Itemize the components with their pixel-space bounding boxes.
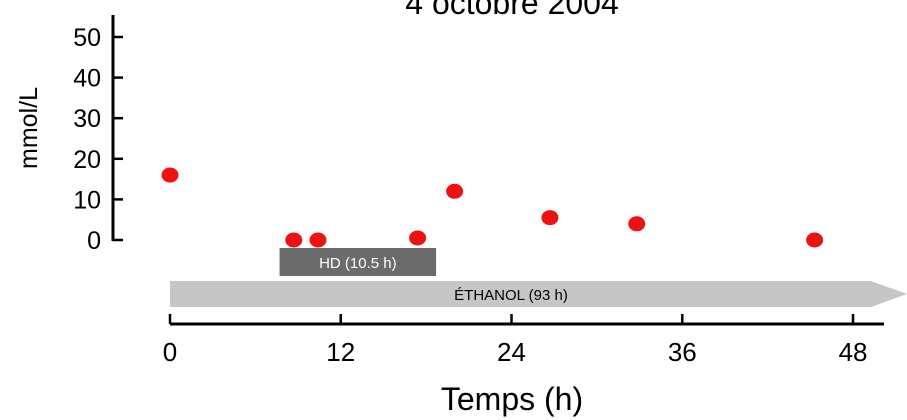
data-point [541, 210, 559, 226]
x-tick-label: 0 [163, 337, 177, 367]
data-point [446, 183, 464, 199]
x-tick-label: 48 [839, 337, 868, 367]
data-point [806, 232, 824, 248]
y-axis-label: mmol/L [15, 87, 43, 169]
x-tick-label: 36 [668, 337, 697, 367]
data-point [285, 232, 303, 248]
data-point [409, 230, 427, 246]
y-tick-label: 30 [73, 105, 101, 133]
x-tick-label: 24 [497, 337, 526, 367]
data-point [309, 232, 327, 248]
y-tick-label: 50 [73, 24, 101, 52]
ethanol-arrow-label: ÉTHANOL (93 h) [454, 287, 568, 304]
data-points [161, 167, 824, 248]
x-axis-label: Temps (h) [441, 381, 583, 417]
hd-bar-label: HD (10.5 h) [319, 255, 397, 272]
y-axis-ticks: 0 10 20 30 40 50 [73, 24, 123, 255]
chart-title: 4 octobre 2004 [405, 0, 619, 21]
ethanol-arrow [170, 281, 907, 307]
data-point [628, 216, 646, 232]
y-tick-label: 40 [73, 65, 101, 93]
x-tick-label: 12 [326, 337, 355, 367]
x-axis-ticks: 0 12 24 36 48 [163, 314, 868, 367]
y-tick-label: 0 [87, 227, 101, 255]
data-point [161, 167, 179, 183]
hd-bar [279, 248, 437, 276]
y-tick-label: 20 [73, 146, 101, 174]
y-tick-label: 10 [73, 186, 101, 214]
